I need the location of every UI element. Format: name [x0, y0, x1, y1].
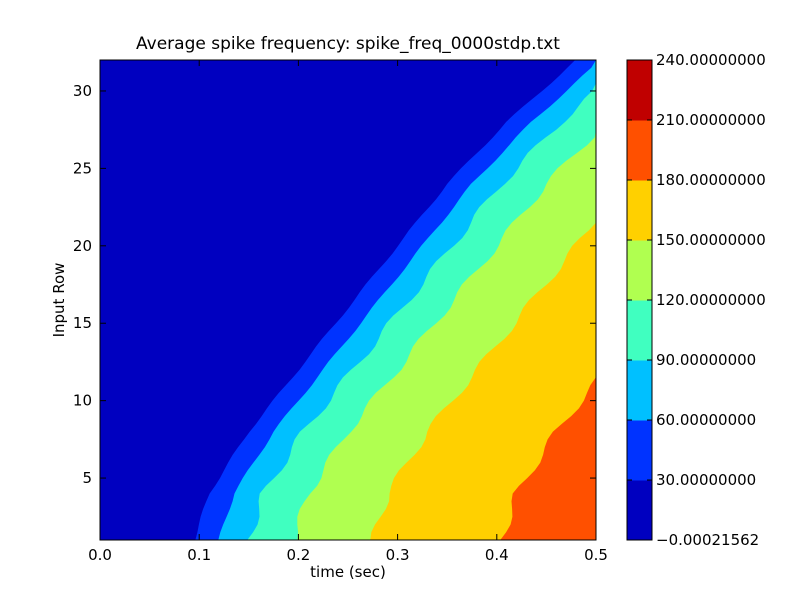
colorbar-segment — [627, 180, 652, 241]
colorbar-tick-label: 180.00000000 — [656, 171, 766, 189]
chart-title: Average spike frequency: spike_freq_0000… — [136, 34, 560, 54]
colorbar-segment — [627, 360, 652, 421]
x-axis-label: time (sec) — [310, 563, 386, 581]
colorbar-tick-label: 90.00000000 — [656, 351, 756, 369]
colorbar-segment — [627, 480, 652, 541]
colorbar: −0.00021562 30.00000000 60.00000000 90.0000… — [626, 51, 766, 549]
y-tick-label: 10 — [73, 392, 92, 410]
y-tick-label: 15 — [73, 314, 92, 332]
x-tick-label: 0.4 — [485, 546, 509, 564]
x-tick-label: 0.3 — [386, 546, 410, 564]
contour-band-5 — [370, 60, 596, 540]
colorbar-segment — [627, 240, 652, 301]
y-tick-label: 20 — [73, 237, 92, 255]
colorbar-tick-label: 240.00000000 — [656, 51, 766, 69]
colorbar-segment — [627, 60, 652, 121]
y-tick-label: 5 — [82, 469, 92, 487]
colorbar-tick-label: 150.00000000 — [656, 231, 766, 249]
x-tick-label: 0.5 — [584, 546, 608, 564]
y-axis-label: Input Row — [50, 263, 68, 338]
colorbar-segment — [627, 420, 652, 481]
x-tick-label: 0.2 — [286, 546, 310, 564]
colorbar-tick-label: −0.00021562 — [656, 531, 759, 549]
x-tick-label: 0.0 — [88, 546, 112, 564]
colorbar-tick-label: 60.00000000 — [656, 411, 756, 429]
colorbar-tick-label: 30.00000000 — [656, 471, 756, 489]
colorbar-segment — [627, 300, 652, 361]
colorbar-segment — [627, 120, 652, 181]
contour-plot-area — [100, 60, 597, 540]
x-axis: 0.0 0.1 0.2 0.3 0.4 0.5 — [88, 60, 608, 564]
colorbar-tick-label: 210.00000000 — [656, 111, 766, 129]
colorbar-tick-label: 120.00000000 — [656, 291, 766, 309]
y-tick-label: 25 — [73, 159, 92, 177]
x-tick-label: 0.1 — [187, 546, 211, 564]
y-axis: 5 10 15 20 25 30 — [73, 82, 596, 487]
y-tick-label: 30 — [73, 82, 92, 100]
plot-frame — [99, 59, 597, 541]
contour-band-6 — [500, 60, 596, 540]
